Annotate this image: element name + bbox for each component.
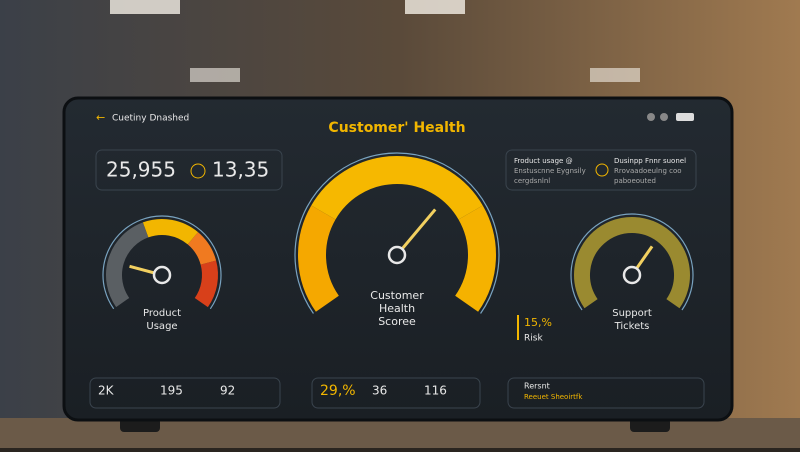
ceiling-light [110,0,180,14]
alert-box [507,377,705,409]
gauge-segment [574,217,690,309]
stat: 92 [220,384,235,398]
gauge-segment [311,156,483,220]
ceiling-light [190,68,240,82]
gauge-rim [294,152,500,314]
risk-label: Risk [524,334,543,344]
ceiling-light [405,0,465,14]
back-label[interactable]: Cuetiny Dnashed [112,114,189,124]
gauge-label: Health [379,302,415,315]
note: Dusinpp Fnnr suonel [614,157,686,165]
kpi: 13,35 [212,158,269,182]
alert: Reeuet Sheoirtfk [524,393,583,401]
gauge-label: Support [612,308,652,319]
gauge-label: Scoree [378,315,416,328]
note: Froduct usage @ [514,157,573,165]
stat: 29,% [320,383,356,399]
note-box [505,149,697,191]
dashboard: ← Cuetiny Dnashed Customer' Health 25,95… [89,111,705,409]
badge[interactable] [676,113,694,121]
kpi-icon [190,163,206,179]
gauge-label: Tickets [614,321,650,332]
icon[interactable] [647,113,655,121]
note: paboeouted [614,177,656,185]
gauge-segment [142,219,198,245]
gauge-segment [106,222,149,308]
gauge-hub [152,265,172,285]
risk-value: 15,% [524,316,552,329]
note-icon [595,163,609,177]
icon[interactable] [660,113,668,121]
gauge-segment [298,205,340,312]
title: Customer' Health [328,120,465,136]
stat: 36 [372,384,387,398]
gauge-rim [102,215,222,310]
gauge-segment [454,205,496,312]
note: Enstuscnne Eygnsily [514,167,586,175]
note: Rrovaadoeulng coo [614,167,682,175]
gauge-needle [395,208,437,256]
stat: 195 [160,384,183,398]
stat-box [311,377,481,409]
gauge-label: Usage [146,321,177,332]
stat: 116 [424,384,447,398]
alert: Rersnt [524,382,550,391]
gauge-hub [622,265,642,285]
kpi-box [95,149,283,191]
stat-box [89,377,281,409]
kpi: 25,955 [106,158,176,182]
gauge-rim [570,213,694,311]
ceiling-light [590,68,640,82]
gauge-segment [194,260,218,308]
gauge-hub [387,245,407,265]
back-arrow[interactable]: ← [96,111,105,124]
note: cergdsnlnl [514,177,550,185]
gauge-segment [187,232,217,266]
gauge-label: Product [143,308,181,319]
gauge-label: Customer [370,289,424,302]
stat: 2K [98,384,115,398]
